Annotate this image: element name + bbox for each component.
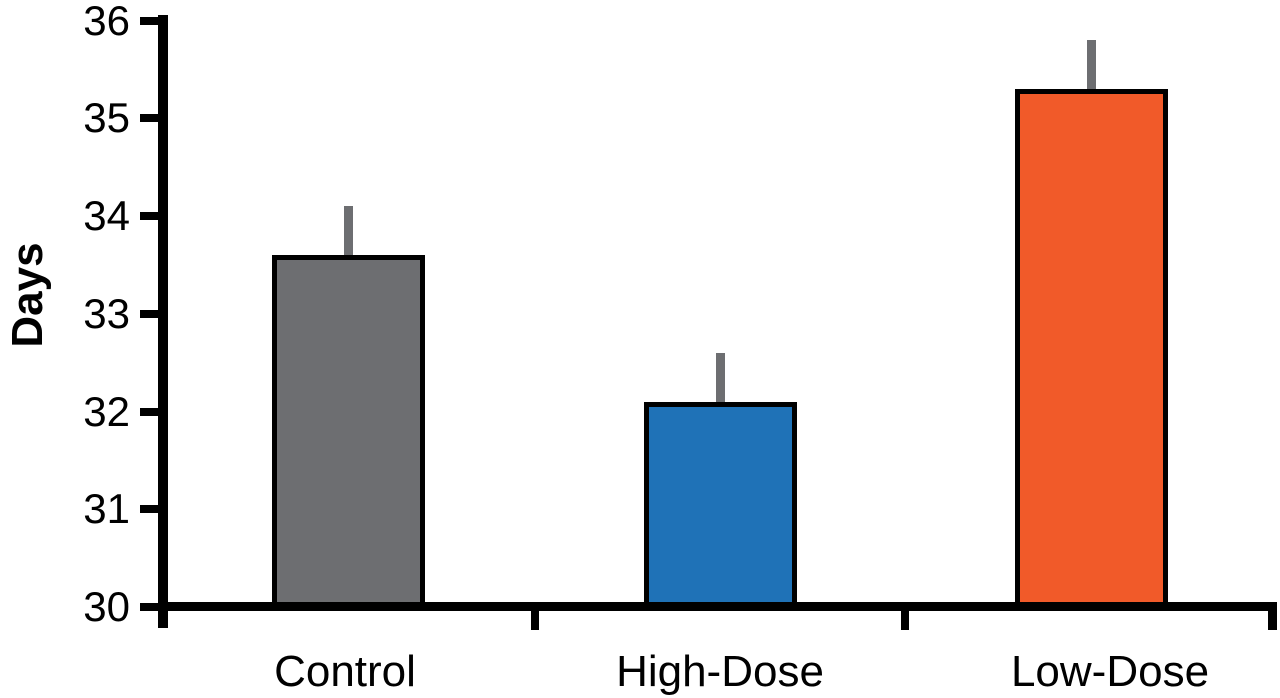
x-tick-label-control: Control — [274, 647, 416, 696]
y-tick-label-34: 34 — [83, 192, 130, 239]
y-tick-label-32: 32 — [83, 387, 130, 435]
x-category-tick-1 — [531, 609, 539, 630]
y-tick-label-30: 30 — [83, 583, 130, 630]
y-tick-mark-36 — [140, 16, 158, 25]
x-category-tick-2 — [901, 609, 909, 630]
x-axis-end-tick — [1268, 602, 1277, 630]
y-axis-line — [158, 15, 168, 628]
y-tick-label-33: 33 — [83, 289, 130, 337]
y-tick-mark-31 — [140, 505, 158, 514]
y-tick-mark-34 — [140, 212, 158, 220]
error-bar-low-dose — [1086, 40, 1096, 109]
y-tick-mark-35 — [140, 114, 158, 123]
y-tick-mark-32 — [140, 407, 158, 416]
y-tick-label-35: 35 — [83, 94, 130, 142]
error-bar-control — [343, 206, 353, 276]
x-axis-line — [158, 602, 1277, 611]
y-tick-label-31: 31 — [83, 485, 130, 533]
x-tick-label-high-dose: High-Dose — [616, 647, 824, 696]
bar-high-dose — [643, 401, 797, 611]
y-tick-label-36: 36 — [83, 0, 130, 44]
x-tick-label-low-dose: Low-Dose — [1010, 647, 1210, 696]
error-bar-high-dose — [715, 352, 725, 422]
bar-low-dose — [1014, 88, 1168, 611]
y-tick-mark-30 — [140, 603, 158, 611]
y-tick-mark-33 — [140, 309, 158, 318]
bar-control — [271, 255, 425, 611]
